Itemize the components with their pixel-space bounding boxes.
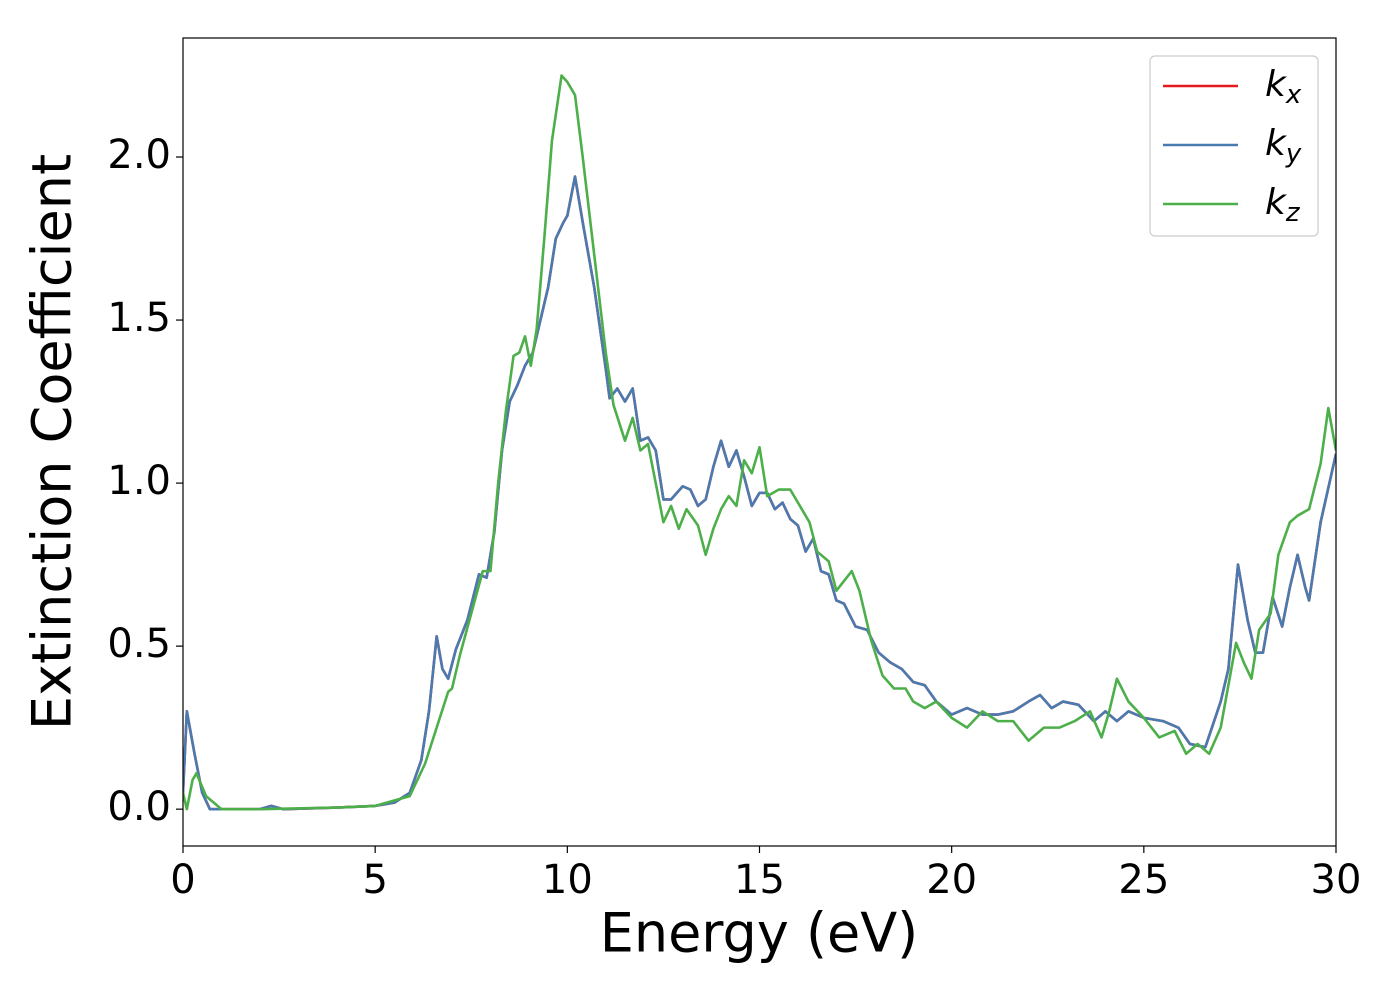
x-axis-title: Energy (eV) bbox=[600, 902, 919, 965]
x-tick-label: 20 bbox=[926, 857, 977, 903]
x-tick-label: 10 bbox=[542, 857, 593, 903]
y-tick-label: 0.0 bbox=[107, 784, 171, 830]
x-tick-label: 25 bbox=[1118, 857, 1169, 903]
y-axis-title: Extinction Coefficient bbox=[21, 154, 84, 730]
legend-label: ky bbox=[1265, 123, 1302, 169]
y-tick-label: 2.0 bbox=[107, 132, 171, 178]
x-tick-label: 0 bbox=[170, 857, 195, 903]
legend-label: kz bbox=[1265, 182, 1301, 228]
y-tick-label: 0.5 bbox=[107, 621, 171, 667]
y-tick-label: 1.0 bbox=[107, 458, 171, 504]
plot-lines bbox=[183, 74, 1336, 811]
legend-label: kx bbox=[1265, 64, 1302, 110]
series-line bbox=[183, 74, 1336, 811]
x-tick-label: 5 bbox=[362, 857, 387, 903]
y-tick-label: 1.5 bbox=[107, 295, 171, 341]
x-tick-label: 30 bbox=[1311, 857, 1362, 903]
x-tick-label: 15 bbox=[734, 857, 785, 903]
